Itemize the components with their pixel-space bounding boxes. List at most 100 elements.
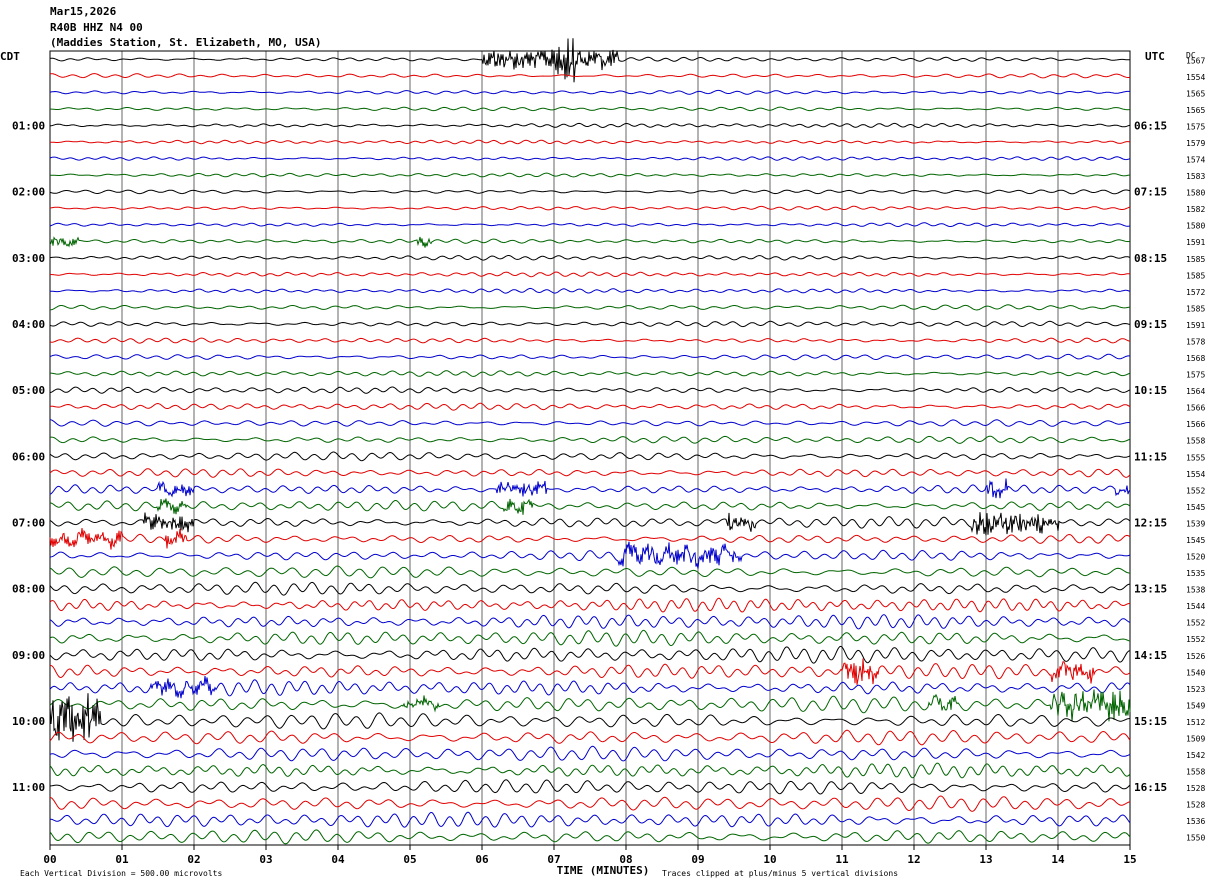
trace-line [49, 122, 1131, 129]
trace-line [49, 386, 1131, 394]
x-tick-label: 07 [547, 853, 560, 866]
trace-line [49, 205, 1131, 211]
dc-offset-label: 1579 [1186, 139, 1205, 148]
trace-line [49, 419, 1131, 427]
cdt-zone-label: CDT [0, 50, 20, 63]
x-tick-label: 00 [43, 853, 56, 866]
trace-line [49, 693, 1130, 742]
dc-offset-label: 1591 [1186, 238, 1205, 247]
trace-line [49, 541, 1131, 569]
dc-offset-label: 1580 [1186, 189, 1205, 198]
dc-offset-label: 1585 [1186, 271, 1205, 280]
dc-offset-label: 1585 [1186, 304, 1205, 313]
dc-offset-label: 1565 [1186, 89, 1205, 98]
dc-offset-label: 1539 [1186, 519, 1205, 528]
dc-offset-label: 1550 [1186, 834, 1205, 843]
trace-line [49, 89, 1131, 95]
trace-line [50, 271, 1131, 278]
cdt-time-label: 06:00 [12, 450, 45, 463]
trace-line [49, 689, 1131, 722]
dc-offset-label: 1583 [1186, 172, 1205, 181]
trace-line [49, 645, 1130, 664]
utc-time-label: 15:15 [1134, 715, 1167, 728]
dc-offset-label: 1528 [1186, 801, 1205, 810]
trace-line [49, 478, 1131, 499]
dc-offset-label: 1572 [1186, 288, 1205, 297]
plot-frame [49, 50, 1131, 846]
trace-line [49, 172, 1131, 178]
dc-offset-label: 1545 [1186, 503, 1205, 512]
x-tick-label: 13 [979, 853, 992, 866]
utc-time-label: 14:15 [1134, 649, 1167, 662]
x-tick-label: 04 [331, 853, 345, 866]
trace-line [49, 762, 1131, 779]
dc-offset-label: 1545 [1186, 536, 1205, 545]
trace-line [49, 581, 1131, 596]
dc-offset-label: 1542 [1186, 751, 1205, 760]
trace-line [49, 402, 1131, 411]
trace-line [49, 745, 1131, 762]
dc-offset-label: 1520 [1186, 553, 1205, 562]
cdt-time-label: 02:00 [12, 186, 45, 199]
trace-line [49, 255, 1131, 261]
x-tick-label: 06 [475, 853, 489, 866]
dc-offset-label: 1558 [1186, 437, 1205, 446]
cdt-time-label: 05:00 [12, 384, 45, 397]
x-tick-label: 01 [115, 853, 129, 866]
dc-offset-label: 1512 [1186, 718, 1205, 727]
trace-line [50, 811, 1131, 828]
trace-line [49, 729, 1131, 746]
trace-line [49, 629, 1131, 647]
utc-zone-label: UTC [1145, 50, 1165, 63]
dc-offset-label: 1567 [1186, 56, 1205, 65]
dc-offset-label: 1552 [1186, 619, 1205, 628]
trace-line [49, 156, 1131, 161]
trace-line [49, 304, 1131, 311]
x-tick-label: 09 [691, 853, 704, 866]
trace-line [49, 829, 1131, 845]
trace-line [49, 106, 1131, 112]
dc-offset-label: 1552 [1186, 486, 1205, 495]
trace-line [49, 527, 1131, 550]
trace-line [49, 353, 1131, 361]
trace-line [49, 451, 1131, 462]
dc-offset-label: 1566 [1186, 420, 1205, 429]
trace-line [49, 38, 1130, 83]
dc-offset-label: 1585 [1186, 255, 1205, 264]
cdt-time-label: 07:00 [12, 516, 45, 529]
dc-offset-label: 1568 [1186, 354, 1205, 363]
dc-offset-label: 1554 [1186, 470, 1205, 479]
trace-line [49, 435, 1131, 444]
trace-line [49, 565, 1131, 579]
dc-offset-label: 1575 [1186, 122, 1205, 131]
trace-line [50, 287, 1131, 294]
dc-offset-label: 1574 [1186, 156, 1205, 165]
trace-line [49, 658, 1131, 685]
cdt-time-label: 10:00 [12, 715, 45, 728]
trace-line [49, 498, 1131, 515]
cdt-time-label: 04:00 [12, 318, 45, 331]
utc-time-label: 16:15 [1134, 781, 1167, 794]
trace-line [49, 222, 1131, 228]
x-tick-label: 12 [907, 853, 920, 866]
x-tick-label: 15 [1123, 853, 1136, 866]
dc-offset-label: 1578 [1186, 337, 1205, 346]
cdt-time-label: 08:00 [12, 583, 45, 596]
dc-offset-label: 1540 [1186, 668, 1205, 677]
dc-offset-label: 1591 [1186, 321, 1205, 330]
trace-line [50, 139, 1131, 145]
trace-line [49, 779, 1131, 795]
trace-line [49, 468, 1131, 478]
dc-offset-label: 1509 [1186, 734, 1205, 743]
trace-line [49, 73, 1131, 79]
x-tick-label: 11 [835, 853, 849, 866]
dc-offset-label: 1549 [1186, 701, 1205, 710]
trace-line [49, 597, 1130, 613]
utc-time-label: 08:15 [1134, 252, 1167, 265]
trace-line [49, 189, 1131, 195]
dc-offset-label: 1536 [1186, 817, 1205, 826]
dc-offset-label: 1544 [1186, 602, 1205, 611]
trace-line [49, 614, 1131, 630]
dc-offset-label: 1558 [1186, 768, 1205, 777]
